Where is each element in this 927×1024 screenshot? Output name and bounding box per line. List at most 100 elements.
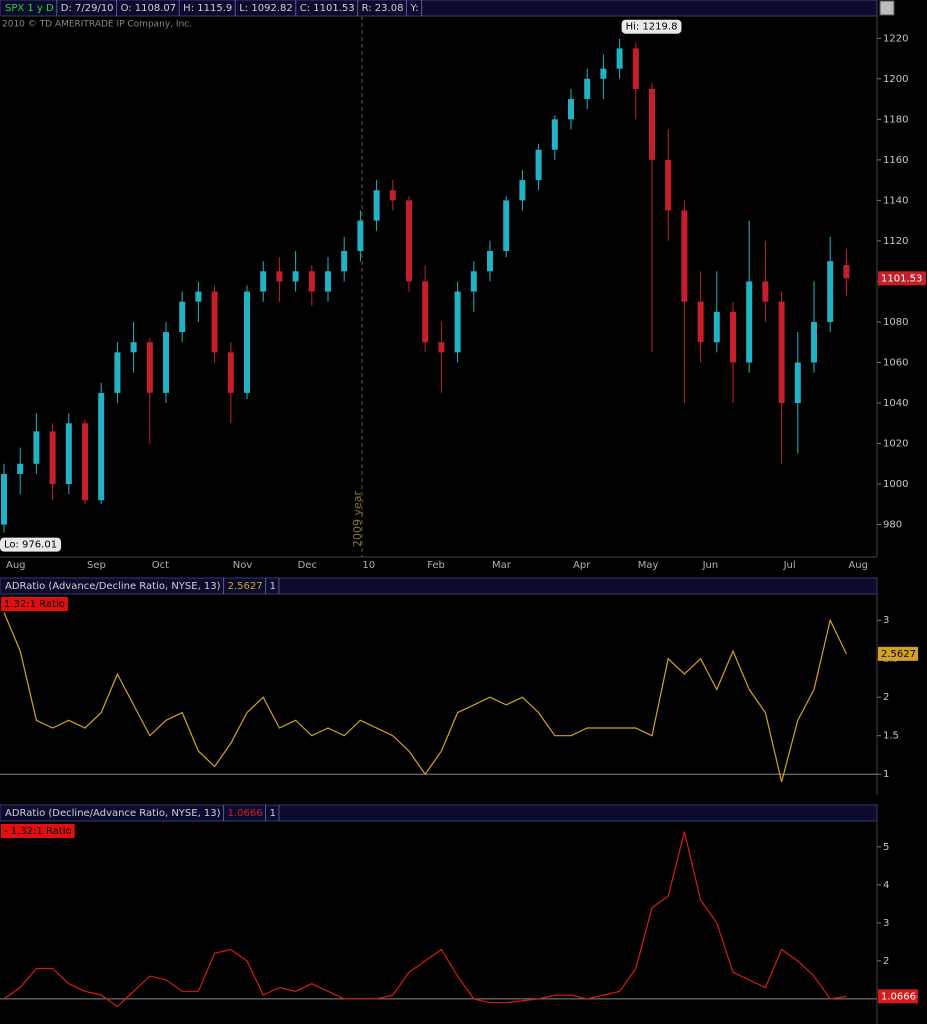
x-tick-label: May — [638, 560, 659, 571]
last-value-badge — [878, 646, 918, 661]
high-label: Hi: 1219.8 — [621, 19, 682, 34]
x-tick-label: Mar — [492, 560, 512, 571]
candle-body — [211, 291, 218, 353]
candle-body — [49, 431, 56, 485]
header-field: 1 — [270, 808, 276, 819]
candle-body — [406, 200, 412, 282]
candle-body — [843, 265, 850, 279]
candle-body — [697, 301, 704, 343]
x-tick-label: Aug — [848, 560, 868, 571]
y-tick-label: 1060 — [883, 357, 908, 368]
x-tick-label: Oct — [152, 560, 169, 571]
candle-body — [389, 190, 396, 201]
candle-body — [341, 251, 348, 272]
y-tick-label: 1020 — [883, 439, 908, 450]
header-field: ADRatio (Decline/Advance Ratio, NYSE, 13… — [5, 808, 221, 819]
candle-body — [373, 190, 380, 221]
header-bar — [0, 0, 878, 17]
last-value: 2.5627 — [881, 649, 916, 660]
header-field: O: 1108.07 — [121, 3, 177, 14]
candle-body — [551, 119, 558, 150]
header-field: H: 1115.9 — [183, 3, 232, 14]
y-tick-label: 1200 — [883, 74, 908, 85]
candle-body — [422, 281, 429, 343]
candle-body — [260, 271, 267, 292]
y-tick-label: 2 — [883, 956, 889, 967]
candle-body — [292, 271, 299, 282]
candle-body — [470, 271, 477, 292]
y-tick-label: 3 — [883, 615, 889, 626]
candle-body — [665, 159, 672, 211]
candle-body — [65, 423, 72, 485]
y-tick-label: 1.5 — [883, 731, 899, 742]
low-label: Lo: 976.01 — [0, 537, 62, 552]
candle-body — [98, 392, 105, 501]
ratio-line — [3, 831, 847, 1008]
x-tick-label: Jun — [702, 560, 719, 571]
x-tick-label: Nov — [233, 560, 253, 571]
x-tick-label: Dec — [298, 560, 317, 571]
y-tick-label: 4 — [883, 880, 889, 891]
last-value: 1.0666 — [881, 991, 916, 1002]
candle-body — [649, 88, 655, 160]
candle-body — [794, 362, 801, 404]
y-tick-label: 1000 — [883, 479, 908, 490]
header-field: R: 23.08 — [362, 3, 404, 14]
candle-body — [811, 321, 817, 363]
high-label-box — [621, 19, 682, 34]
y-tick-label: 1040 — [883, 398, 908, 409]
candle-body — [114, 352, 121, 393]
candle-body — [276, 271, 283, 282]
candle-body — [1, 473, 7, 525]
low-label-text: Lo: 976.01 — [4, 540, 57, 551]
candle-body — [454, 291, 461, 353]
candle-body — [616, 48, 623, 69]
y-tick-label: 1120 — [883, 236, 908, 247]
candle-body — [163, 332, 169, 393]
x-tick-label: Sep — [87, 560, 106, 571]
candle-body — [632, 48, 639, 89]
header-field: SPX 1 y D — [5, 3, 54, 14]
candle-body — [33, 431, 40, 464]
y-tick-label: 3 — [883, 918, 889, 929]
candle-body — [308, 271, 315, 292]
candle-body — [82, 423, 88, 501]
candle-body — [600, 68, 607, 79]
candle-body — [778, 301, 785, 404]
x-tick-label: Aug — [6, 560, 26, 571]
candle-body — [146, 342, 153, 393]
y-tick-label: 1220 — [883, 33, 908, 44]
header-field: Y: — [409, 3, 418, 14]
candle-body — [227, 352, 234, 393]
candle-body — [130, 342, 137, 353]
y-tick-label: 980 — [883, 520, 902, 531]
header-field: L: 1092.82 — [239, 3, 292, 14]
header-field: 1.0666 — [228, 808, 263, 819]
candle-body — [195, 291, 202, 302]
ratio-badge: - 1.32:1 Ratio — [4, 826, 72, 837]
candle-body — [519, 180, 526, 201]
candle-body — [584, 78, 591, 100]
candle-body — [244, 291, 250, 393]
x-tick-label: Feb — [427, 560, 445, 571]
ratio-badge-box — [1, 597, 68, 611]
candle-body — [17, 463, 24, 474]
candle-body — [357, 220, 364, 252]
candle-body — [487, 251, 493, 272]
y-tick-label: 1180 — [883, 114, 908, 125]
x-tick-label: Apr — [573, 560, 591, 571]
y-tick-label: 1080 — [883, 317, 908, 328]
candle-body — [179, 301, 186, 333]
x-tick-label: 10 — [362, 560, 375, 571]
y-tick-label: 1 — [883, 769, 889, 780]
header-bar — [0, 804, 878, 822]
y-tick-label: 1160 — [883, 155, 908, 166]
header-field: C: 1101.53 — [300, 3, 355, 14]
year-label: 2009 year — [351, 491, 364, 548]
header-field: 2.5627 — [228, 581, 263, 592]
candle-body — [325, 271, 331, 292]
settings-icon[interactable] — [879, 0, 895, 16]
y-tick-label: 2 — [883, 692, 889, 703]
